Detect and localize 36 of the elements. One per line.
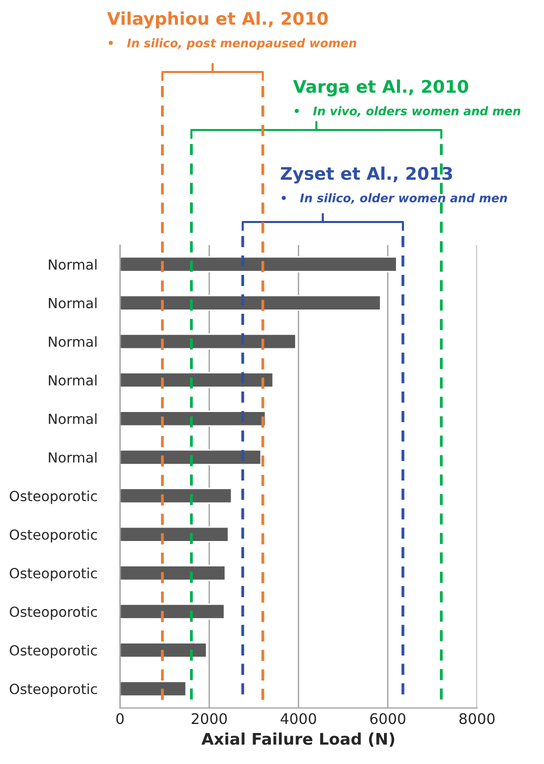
y-tick-label: Normal: [48, 259, 96, 270]
bar: [120, 526, 230, 542]
y-tick-label: Normal: [48, 452, 96, 463]
y-tick-label: Osteoporotic: [10, 529, 97, 543]
bar: [120, 410, 266, 427]
x-axis-title: Axial Failure Load (N): [201, 732, 394, 747]
y-tick-label: Normal: [48, 413, 96, 424]
x-tick-label: 2000: [192, 713, 227, 724]
x-tick-label: 4000: [280, 713, 316, 724]
y-tick-label: Osteoporotic: [10, 490, 97, 504]
bar: [120, 294, 382, 311]
y-tick-label: Osteoporotic: [10, 644, 97, 658]
y-tick-label: Normal: [48, 298, 96, 308]
text: Zyset et Al., 2013: [280, 166, 452, 184]
bar: [120, 333, 297, 350]
bar: [120, 256, 398, 272]
bar: [120, 488, 232, 504]
y-tick-label: Normal: [48, 374, 96, 386]
y-tick-label: Normal: [48, 336, 96, 347]
x-tick-label: 0: [116, 713, 124, 724]
text: • In silico, older women and men: [282, 193, 507, 204]
text: Varga et Al., 2010: [293, 80, 468, 96]
y-tick-label: Osteoporotic: [10, 683, 97, 697]
bar: [120, 642, 208, 658]
y-tick-label: Osteoporotic: [10, 606, 97, 620]
bar: [120, 449, 262, 466]
x-tick-label: 8000: [459, 713, 495, 724]
bar: [120, 564, 226, 581]
x-tick-label: 6000: [370, 713, 406, 724]
bar: [120, 604, 226, 620]
text: • In vivo, olders women and men: [294, 106, 520, 117]
bar: [120, 680, 187, 697]
text: • In silico, post menopaused women: [108, 38, 356, 50]
text: Vilayphiou et Al., 2010: [107, 12, 328, 28]
bar: [120, 372, 274, 388]
y-tick-label: Osteoporotic: [10, 568, 97, 582]
